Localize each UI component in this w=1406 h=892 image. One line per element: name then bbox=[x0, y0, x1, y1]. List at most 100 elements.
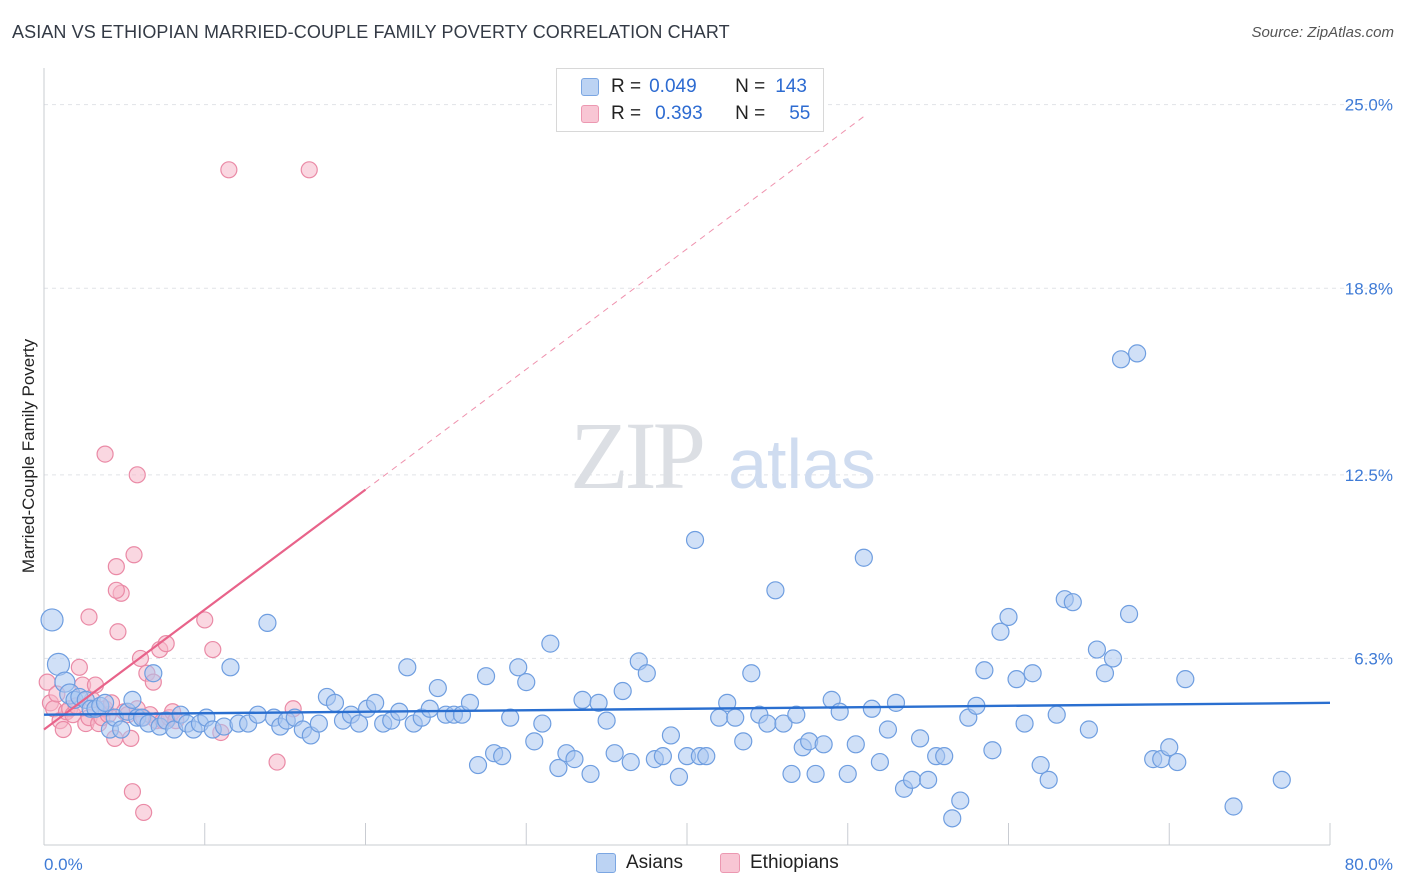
asian-point bbox=[501, 708, 520, 727]
asians-legend-swatch bbox=[596, 853, 616, 873]
asian-point bbox=[589, 693, 608, 712]
asian-point bbox=[734, 732, 753, 751]
asian-point bbox=[258, 613, 277, 632]
asian-point bbox=[1063, 593, 1082, 612]
ethiopian-point bbox=[128, 466, 146, 484]
asian-point bbox=[1095, 664, 1115, 683]
x-tick-label: 80.0% bbox=[1345, 855, 1393, 874]
ethiopian-point bbox=[123, 783, 142, 801]
series-legend: Asians Ethiopians bbox=[0, 852, 1406, 876]
asian-point bbox=[870, 752, 890, 772]
y-axis-label: Married-Couple Family Poverty bbox=[19, 338, 38, 573]
legend-item-ethiopians[interactable]: Ethiopians bbox=[720, 852, 839, 874]
legend-row-ethiopians: R = 0.393 N = 55 bbox=[581, 102, 810, 126]
asian-point bbox=[366, 693, 385, 712]
asian-point bbox=[951, 791, 970, 810]
ethiopians-swatch bbox=[581, 105, 599, 123]
asian-point bbox=[637, 664, 656, 683]
asian-point bbox=[1039, 770, 1058, 789]
asian-point bbox=[787, 705, 806, 724]
asian-point bbox=[349, 714, 369, 733]
chart-title: ASIAN VS ETHIOPIAN MARRIED-COUPLE FAMILY… bbox=[12, 22, 730, 42]
asian-point bbox=[838, 764, 857, 784]
legend-row-asians: R = 0.049 N = 143 bbox=[581, 75, 807, 99]
y-tick-label: 25.0% bbox=[1345, 96, 1393, 115]
asians-legend-label: Asians bbox=[626, 852, 684, 873]
legend-item-asians[interactable]: Asians bbox=[596, 852, 683, 874]
asian-point bbox=[742, 664, 761, 683]
ethiopian-point bbox=[80, 608, 98, 626]
asian-point bbox=[541, 634, 560, 653]
asian-point bbox=[112, 720, 131, 739]
asian-point bbox=[999, 607, 1018, 627]
ethiopian-point bbox=[107, 581, 125, 599]
tick-labels: 6.3% 12.5% 18.8% 25.0% 0.0% 80.0% bbox=[44, 96, 1393, 874]
asian-point bbox=[910, 729, 930, 748]
source-label: Source: ZipAtlas.com bbox=[1251, 24, 1394, 41]
asian-point bbox=[1119, 604, 1139, 624]
asian-point bbox=[325, 693, 345, 712]
asian-point bbox=[573, 690, 592, 709]
asian-point bbox=[221, 658, 240, 677]
asian-point bbox=[782, 764, 801, 784]
axes bbox=[43, 68, 1331, 846]
asian-points bbox=[40, 344, 1291, 828]
watermark: ZIP atlas bbox=[570, 402, 876, 509]
asian-point bbox=[428, 678, 447, 698]
ethiopian-point bbox=[109, 623, 127, 641]
asian-point bbox=[697, 747, 716, 766]
watermark-atlas: atlas bbox=[728, 425, 876, 503]
asian-point bbox=[1160, 738, 1179, 757]
asian-point bbox=[605, 744, 624, 763]
ethiopian-point bbox=[204, 640, 222, 659]
ethiopian-point bbox=[70, 658, 88, 676]
n-label: N = bbox=[735, 103, 766, 124]
y-tick-label: 18.8% bbox=[1345, 279, 1393, 298]
asian-point bbox=[309, 714, 328, 733]
asian-point bbox=[1031, 755, 1050, 775]
asian-point bbox=[533, 714, 552, 733]
asian-point bbox=[597, 711, 616, 730]
ethiopian-point bbox=[135, 803, 153, 822]
grid bbox=[44, 104, 1394, 659]
asian-point bbox=[935, 747, 954, 766]
ethiopian-point bbox=[220, 161, 238, 179]
asian-point bbox=[493, 747, 512, 766]
asian-point bbox=[1176, 670, 1195, 689]
asian-point bbox=[830, 702, 849, 721]
ethiopian-trend-extension bbox=[365, 116, 865, 491]
asian-point bbox=[661, 726, 681, 745]
asian-point bbox=[613, 681, 632, 701]
ethiopian-point bbox=[107, 558, 125, 576]
asian-point bbox=[509, 658, 528, 677]
asian-point bbox=[144, 664, 163, 683]
asian-point bbox=[1087, 640, 1107, 659]
asian-point bbox=[549, 758, 568, 778]
asian-point bbox=[886, 693, 906, 712]
asian-point bbox=[806, 764, 825, 784]
n-value: 143 bbox=[775, 76, 807, 97]
ethiopian-point bbox=[268, 753, 286, 771]
asian-point bbox=[943, 809, 962, 828]
asian-point bbox=[1224, 797, 1243, 816]
asian-point bbox=[983, 741, 1002, 760]
asian-point bbox=[766, 581, 785, 600]
r-label: R = bbox=[611, 103, 642, 124]
asian-point bbox=[1023, 664, 1042, 683]
asian-point bbox=[653, 747, 672, 766]
asian-point bbox=[669, 767, 689, 786]
x-tick-label: 0.0% bbox=[44, 855, 83, 874]
asian-point bbox=[726, 708, 745, 727]
asian-point bbox=[1272, 770, 1291, 789]
asian-point bbox=[758, 714, 777, 733]
n-label: N = bbox=[735, 76, 766, 97]
asian-point bbox=[95, 693, 115, 712]
asian-point bbox=[420, 699, 439, 718]
asian-point bbox=[1079, 720, 1098, 739]
asian-trend-line bbox=[43, 701, 1331, 716]
asian-point bbox=[1168, 752, 1187, 772]
ethiopian-point bbox=[96, 445, 114, 463]
asian-point bbox=[398, 658, 417, 677]
asian-point bbox=[525, 732, 544, 751]
asian-point bbox=[919, 770, 938, 789]
